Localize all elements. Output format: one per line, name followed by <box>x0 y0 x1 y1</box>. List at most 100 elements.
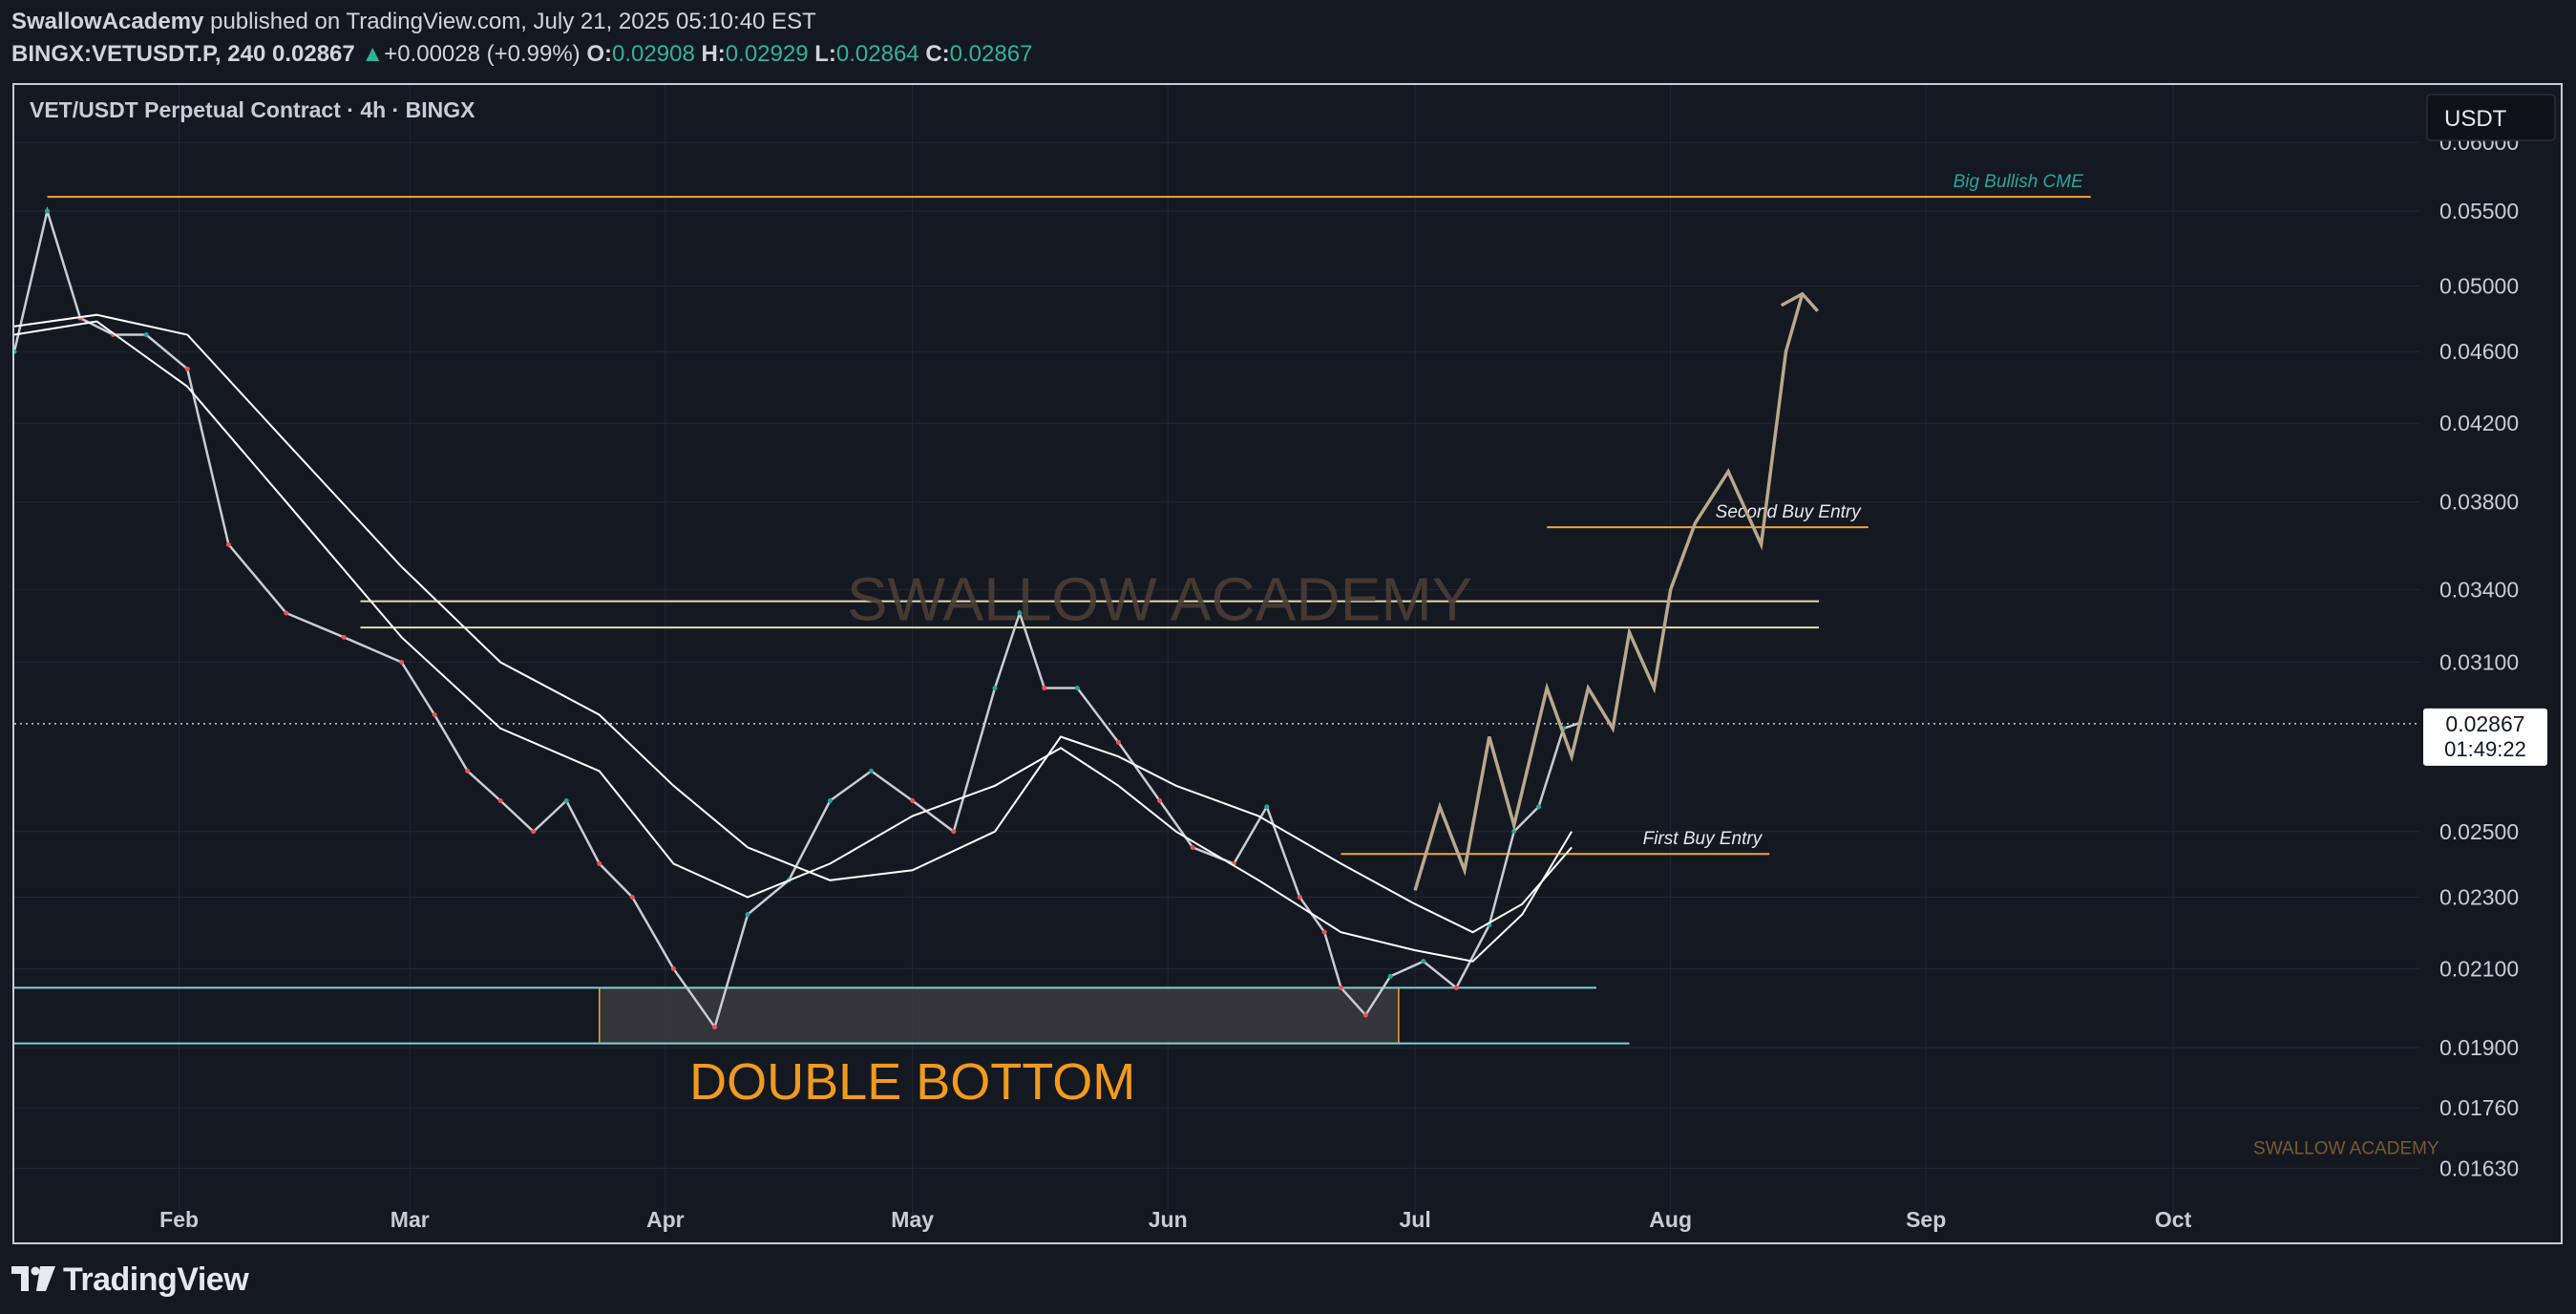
price-point <box>184 366 190 371</box>
close-label: C: <box>925 41 950 67</box>
price-point <box>465 768 471 774</box>
y-tick-label: 0.05500 <box>2439 199 2519 223</box>
last-price: 0.02867 <box>271 41 355 67</box>
price-point <box>143 331 149 337</box>
current-price-box <box>2423 708 2547 766</box>
x-tick-label: Jun <box>1149 1207 1188 1232</box>
high-label: H: <box>701 41 726 67</box>
price-point <box>869 768 875 774</box>
y-tick-label: 0.01630 <box>2439 1155 2519 1180</box>
tradingview-logo-icon <box>11 1266 55 1291</box>
projection-arrowhead <box>1780 291 1820 312</box>
current-price-label: 0.02867 <box>2445 711 2524 736</box>
moving-average-fast-line <box>14 320 1573 963</box>
open-value: 0.02908 <box>612 41 695 67</box>
y-tick-label: 0.03400 <box>2439 577 2519 602</box>
moving-average-slow-line <box>14 313 1573 934</box>
x-tick-label: May <box>891 1207 934 1232</box>
y-tick-label: 0.01760 <box>2439 1095 2519 1120</box>
price-point <box>225 541 231 547</box>
y-tick-label: 0.01900 <box>2439 1035 2519 1060</box>
double-bottom-label: DOUBLE BOTTOM <box>689 1053 1135 1111</box>
x-tick-label: Jul <box>1400 1207 1431 1232</box>
price-point <box>1017 610 1023 616</box>
annotations: DOUBLE BOTTOM SWALLOW ACADEMY SWALLOW ACAD… <box>689 564 2439 1158</box>
y-tick-label: 0.04200 <box>2439 411 2519 435</box>
price-point <box>712 1025 718 1030</box>
chart-frame: Big Bullish CME Second Buy Entry First Buy… <box>12 83 2563 1244</box>
price-point <box>827 797 833 803</box>
countdown-label: 01:49:22 <box>2444 737 2526 761</box>
publish-text: published on TradingView.com, July 21, 2… <box>203 9 816 34</box>
price-point <box>432 711 437 717</box>
y-tick-label: 0.02300 <box>2439 885 2519 910</box>
price-point <box>284 610 289 616</box>
series-layer <box>14 206 1820 1030</box>
price-point <box>1453 985 1459 990</box>
grid <box>14 85 2420 1217</box>
low-value: 0.02864 <box>835 41 919 67</box>
level-label: Second Buy Entry <box>1716 502 1863 522</box>
x-tick-label: Aug <box>1649 1207 1692 1232</box>
y-tick-label: 0.04600 <box>2439 339 2519 364</box>
change-arrow-icon: ▲ <box>361 41 385 67</box>
price-point <box>992 686 998 691</box>
x-tick-label: Feb <box>159 1207 199 1232</box>
price-point <box>745 912 750 918</box>
price-point <box>14 349 17 354</box>
price-point <box>1536 804 1542 810</box>
level-label: Big Bullish CME <box>1953 172 2084 192</box>
x-tick-label: Oct <box>2155 1207 2192 1232</box>
price-point <box>1042 686 1047 691</box>
y-tick-label: 0.02500 <box>2439 819 2519 844</box>
price-point <box>1190 844 1195 850</box>
price-point <box>531 829 537 835</box>
x-tick-label: Mar <box>391 1207 430 1232</box>
x-tick-label: Apr <box>646 1207 685 1232</box>
price-point <box>1321 929 1327 935</box>
open-label: O: <box>586 41 613 67</box>
price-point <box>1362 1012 1368 1018</box>
price-point <box>1511 829 1517 835</box>
symbol-info: BINGX:VETUSDT.P, 240 0.02867 ▲+0.00028 (… <box>11 40 1032 69</box>
price-point <box>497 797 503 803</box>
author-name[interactable]: SwallowAcademy <box>11 9 204 34</box>
projection-line <box>1413 293 1805 891</box>
price-point <box>1297 895 1302 901</box>
price-point <box>597 860 602 866</box>
price-point <box>1074 686 1080 691</box>
price-point <box>910 797 916 803</box>
price-point <box>670 965 676 971</box>
price-point <box>629 895 635 901</box>
y-tick-label: 0.02100 <box>2439 956 2519 981</box>
price-point <box>399 659 405 665</box>
price-point <box>1387 973 1393 979</box>
low-label: L: <box>814 41 836 67</box>
price-point <box>45 208 51 214</box>
y-axis: 0.060000.055000.050000.046000.042000.038… <box>2423 130 2547 1180</box>
price-point <box>1421 959 1426 964</box>
x-axis: Feb Mar Apr May Jun Jul Aug Sep Oct <box>159 1207 2191 1232</box>
price-point <box>1115 739 1121 745</box>
price-point <box>563 797 569 803</box>
chart-header: SwallowAcademy published on TradingView.… <box>11 8 2551 76</box>
brand-name: TradingView <box>63 1261 249 1298</box>
zones <box>598 986 1400 1045</box>
price-point <box>1338 985 1343 990</box>
footer-brand[interactable]: TradingView <box>11 1259 249 1301</box>
price-point <box>951 829 957 835</box>
price-point <box>1264 804 1270 810</box>
signature-text: SWALLOW ACADEMY <box>2253 1138 2439 1158</box>
chart-title: VET/USDT Perpetual Contract · 4h · BINGX <box>30 97 475 122</box>
price-point <box>1157 797 1163 803</box>
currency-button[interactable]: USDT <box>2426 94 2556 141</box>
price-point <box>341 634 347 640</box>
y-tick-label: 0.03100 <box>2439 649 2519 674</box>
y-tick-label: 0.05000 <box>2439 273 2519 298</box>
y-tick-label: 0.03800 <box>2439 490 2519 515</box>
levels: Big Bullish CME Second Buy Entry First Buy… <box>14 172 2420 1045</box>
price-chart[interactable]: Big Bullish CME Second Buy Entry First Buy… <box>14 85 2561 1242</box>
double-bottom-zone <box>598 986 1400 1045</box>
x-tick-label: Sep <box>1906 1207 1946 1232</box>
watermark-text: SWALLOW ACADEMY <box>847 564 1473 633</box>
